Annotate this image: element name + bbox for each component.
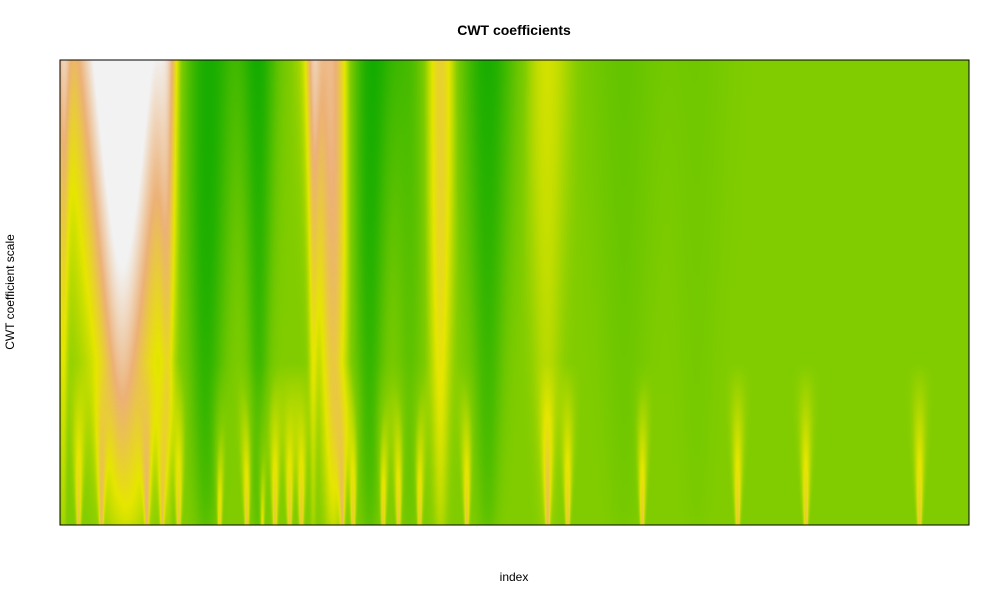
chart-title: CWT coefficients bbox=[457, 22, 571, 38]
plot-frame bbox=[59, 59, 970, 526]
heatmap-image bbox=[60, 60, 969, 525]
x-axis-label: index bbox=[499, 570, 529, 584]
